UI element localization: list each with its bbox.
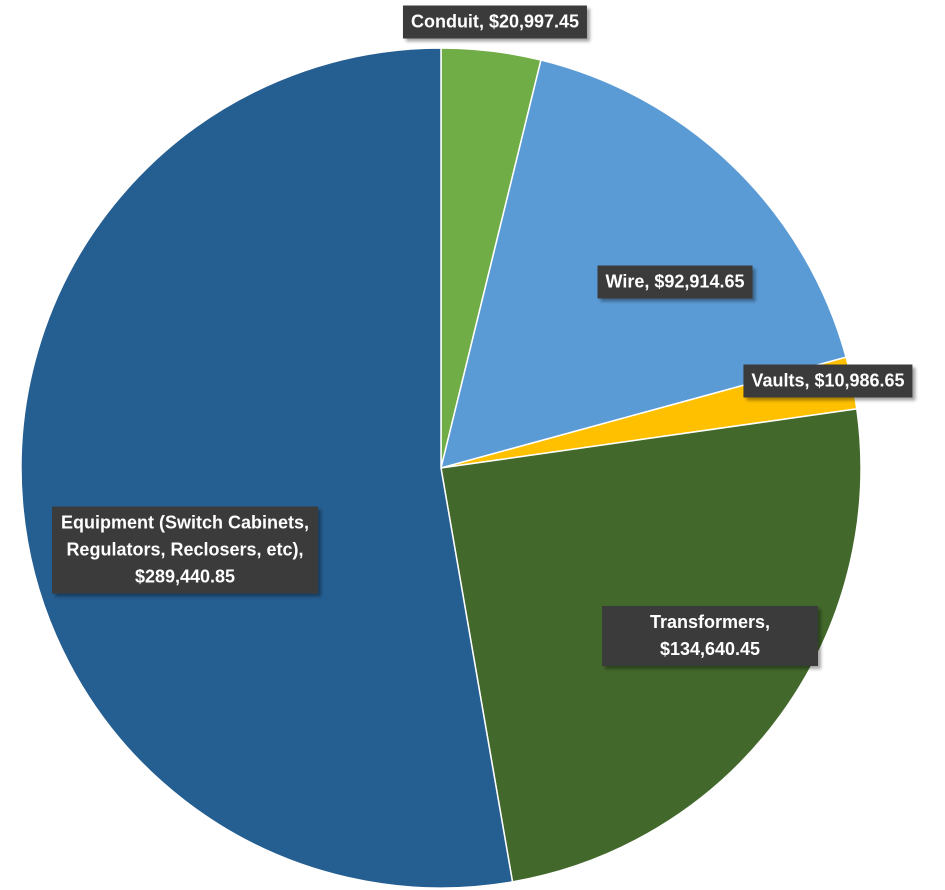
data-label: Conduit, $20,997.45 — [402, 5, 588, 39]
label-value: $289,440.85 — [134, 566, 236, 587]
data-label: Equipment (Switch Cabinets, Regulators, … — [52, 506, 318, 594]
label-separator: , — [804, 370, 815, 391]
label-value: $134,640.45 — [659, 639, 761, 659]
label-separator: , — [644, 271, 655, 292]
label-category: Transformers — [649, 612, 766, 632]
label-value: $10,986.65 — [814, 370, 905, 391]
pie-slice — [20, 47, 514, 889]
label-category: Equipment (Switch Cabinets, Regulators, … — [60, 512, 315, 560]
data-label: Transformers, $134,640.45 — [602, 606, 818, 666]
data-label: Vaults, $10,986.65 — [743, 364, 913, 398]
data-label: Wire, $92,914.65 — [597, 265, 753, 299]
label-separator: , — [765, 612, 776, 632]
label-separator: , — [298, 539, 309, 560]
label-category: Conduit — [410, 11, 479, 32]
label-category: Wire — [605, 271, 645, 292]
label-value: $92,914.65 — [654, 271, 745, 292]
label-separator: , — [478, 11, 489, 32]
label-category: Vaults — [751, 370, 805, 391]
label-value: $20,997.45 — [488, 11, 580, 32]
